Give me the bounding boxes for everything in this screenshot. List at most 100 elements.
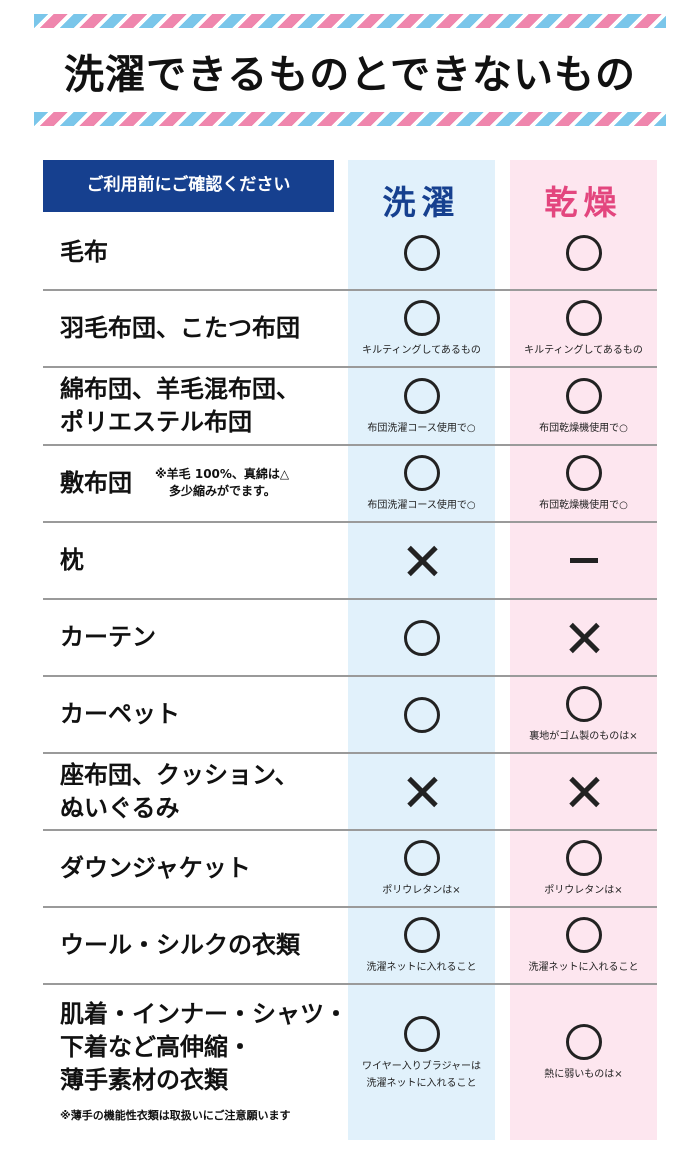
wash-note: ポリウレタンは× [382, 882, 460, 899]
dry-mark: ○ [564, 838, 604, 878]
decorative-stripe-bottom [34, 112, 666, 126]
dry-cell: ○ 熱に弱いものは× [510, 965, 657, 1140]
circle-mark-icon [403, 234, 440, 271]
row-divider [43, 829, 657, 831]
item-name: 毛布 [60, 216, 108, 289]
wash-cell: ○ [348, 216, 495, 289]
dry-mark: ○ [564, 1022, 604, 1062]
wash-note: キルティングしてあるもの [362, 342, 481, 359]
item-name-line: カーテン [60, 623, 156, 651]
circle-mark-icon [403, 1015, 440, 1052]
dry-note: 熱に弱いものは× [544, 1066, 622, 1083]
table-row: 肌着・インナー・シャツ・ 下着など高伸縮・ 薄手素材の衣類 ※薄手の機能性衣類は取扱い… [43, 985, 657, 1140]
cross-mark-icon [567, 775, 601, 809]
item-name-line: ダウンジャケット [60, 854, 251, 882]
item-name-line: 座布団、クッション、 [60, 760, 299, 789]
dry-cell: ○ 裏地がゴム製のものは× [510, 677, 657, 752]
dry-note-line: 布団乾燥機使用で○ [539, 500, 628, 511]
circle-mark-icon [403, 619, 440, 656]
dry-column-header: 乾燥 [544, 183, 623, 222]
dry-cell: × [510, 754, 657, 829]
item-name-line: 敷布団 [60, 469, 132, 497]
wash-note-line: キルティングしてあるもの [362, 345, 481, 356]
wash-column-header: 洗濯 [382, 183, 461, 222]
dry-cell: ○ 洗濯ネットに入れること [510, 908, 657, 983]
wash-note: ワイヤー入りブラジャーは 洗濯ネットに入れること [362, 1058, 481, 1092]
wash-note-line: ワイヤー入りブラジャーは [362, 1060, 481, 1072]
dry-mark: ○ [564, 453, 604, 493]
item-name-line: ウール・シルクの衣類 [60, 931, 300, 959]
dry-cell: ○ ポリウレタンは× [510, 831, 657, 906]
dry-note-line: ポリウレタンは× [544, 885, 623, 896]
row-divider [43, 906, 657, 908]
wash-mark: ○ [402, 1014, 442, 1054]
item-name: 綿布団、羊毛混布団、 ポリエステル布団 [60, 368, 300, 444]
dry-note: 洗濯ネットに入れること [529, 959, 639, 976]
wash-cell: ○ [348, 600, 495, 675]
dry-note: 布団乾燥機使用で○ [539, 497, 628, 514]
row-divider [43, 366, 657, 368]
wash-note: 布団洗濯コース使用で○ [367, 497, 475, 514]
wash-cell: × [348, 754, 495, 829]
dash-mark-icon [569, 558, 598, 563]
wash-mark: × [402, 772, 442, 812]
dry-note-line: 裏地がゴム製のものは× [529, 731, 638, 742]
wash-cell: ○ キルティングしてあるもの [348, 291, 495, 366]
item-name: カーペット [60, 677, 180, 752]
dry-mark: × [564, 772, 604, 812]
wash-note-line: ポリウレタンは× [382, 885, 461, 896]
wash-cell: ○ ポリウレタンは× [348, 831, 495, 906]
dry-note: 裏地がゴム製のものは× [529, 728, 637, 745]
item-name-line: ポリエステル布団 [60, 408, 252, 436]
wash-note-line: 布団洗濯コース使用で○ [367, 500, 476, 511]
table-row: カーテン ○ × [43, 600, 657, 675]
wash-cell: ○ 洗濯ネットに入れること [348, 908, 495, 983]
item-note-line: 多少縮みがでます。 [169, 484, 276, 498]
wash-mark: × [402, 541, 442, 581]
item-name-line: 枕 [60, 546, 84, 574]
circle-mark-icon [565, 840, 602, 876]
wash-note: 布団洗濯コース使用で○ [367, 420, 475, 437]
wash-cell: ○ 布団洗濯コース使用で○ [348, 368, 495, 444]
dry-note-line: キルティングしてあるもの [524, 345, 643, 356]
row-divider [43, 521, 657, 523]
dry-cell: － [510, 523, 657, 598]
wash-cell: ○ 布団洗濯コース使用で○ [348, 446, 495, 521]
item-name-line: 下着など高伸縮・ [60, 1033, 252, 1061]
item-name: 枕 [60, 523, 84, 598]
dry-mark: ○ [564, 298, 604, 338]
circle-mark-icon [565, 455, 602, 491]
dry-mark: ○ [564, 684, 604, 724]
row-divider [43, 752, 657, 754]
page-title: 洗濯できるものとできないもの [64, 52, 636, 98]
table-row: ダウンジャケット ○ ポリウレタンは× ○ ポリウレタンは× [43, 831, 657, 906]
circle-mark-icon [403, 840, 440, 876]
table-row: 枕 × － [43, 523, 657, 598]
decorative-stripe-top [34, 14, 666, 28]
table-row: カーペット ○ ○ 裏地がゴム製のものは× [43, 677, 657, 752]
table-row: 綿布団、羊毛混布団、ポリエステル布団 ○ 布団洗濯コース使用で○ ○ 布団乾燥機使用で○ [43, 368, 657, 444]
circle-mark-icon [565, 300, 602, 336]
item-name: 敷布団 [60, 446, 132, 521]
wash-mark: ○ [402, 695, 442, 735]
item-name: ダウンジャケット [60, 831, 251, 906]
row-divider [43, 598, 657, 600]
wash-cell: ○ [348, 677, 495, 752]
dry-cell: ○ [510, 216, 657, 289]
circle-mark-icon [565, 1024, 602, 1060]
wash-mark: ○ [402, 838, 442, 878]
item-name-line: 薄手素材の衣類 [60, 1066, 228, 1094]
wash-note: 洗濯ネットに入れること [367, 959, 477, 976]
item-name-line: 肌着・インナー・シャツ・ [60, 1000, 348, 1028]
dry-mark: ○ [564, 376, 604, 416]
wash-cell: × [348, 523, 495, 598]
dry-note: ポリウレタンは× [544, 882, 622, 899]
item-name-line: 羽毛布団、こたつ布団 [60, 314, 300, 342]
wash-mark: ○ [402, 298, 442, 338]
circle-mark-icon [403, 300, 440, 336]
item-name-line: 綿布団、羊毛混布団、 [60, 375, 300, 403]
cross-mark-icon [405, 544, 439, 578]
circle-mark-icon [565, 234, 602, 271]
circle-mark-icon [565, 377, 602, 414]
